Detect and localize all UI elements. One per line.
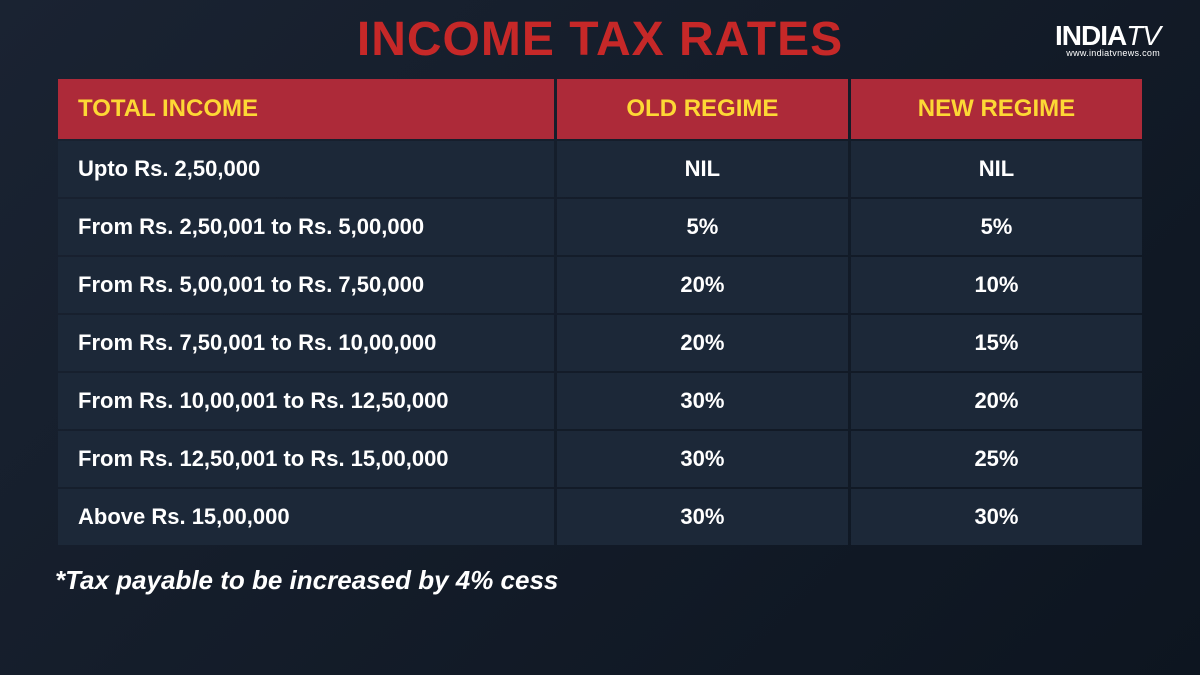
cell-new: 5% xyxy=(851,199,1142,255)
table-row: From Rs. 10,00,001 to Rs. 12,50,000 30% … xyxy=(58,373,1142,429)
cell-income: Above Rs. 15,00,000 xyxy=(58,489,554,545)
col-header-old-regime: OLD REGIME xyxy=(557,79,848,139)
cell-new: 10% xyxy=(851,257,1142,313)
cell-old: 30% xyxy=(557,489,848,545)
cell-old: 20% xyxy=(557,315,848,371)
logo-suffix: TV xyxy=(1126,20,1160,51)
brand-logo: INDIATV www.indiatvnews.com xyxy=(1055,20,1160,58)
cell-income: From Rs. 5,00,001 to Rs. 7,50,000 xyxy=(58,257,554,313)
table-row: From Rs. 7,50,001 to Rs. 10,00,000 20% 1… xyxy=(58,315,1142,371)
logo-brand: INDIA xyxy=(1055,20,1126,51)
cell-income: From Rs. 10,00,001 to Rs. 12,50,000 xyxy=(58,373,554,429)
footnote-text: *Tax payable to be increased by 4% cess xyxy=(55,565,1145,596)
table-row: From Rs. 2,50,001 to Rs. 5,00,000 5% 5% xyxy=(58,199,1142,255)
table-header-row: TOTAL INCOME OLD REGIME NEW REGIME xyxy=(58,79,1142,139)
logo-url: www.indiatvnews.com xyxy=(1055,48,1160,58)
cell-new: 20% xyxy=(851,373,1142,429)
content-container: INCOME TAX RATES TOTAL INCOME OLD REGIME… xyxy=(0,0,1200,596)
cell-new: 30% xyxy=(851,489,1142,545)
cell-income: From Rs. 7,50,001 to Rs. 10,00,000 xyxy=(58,315,554,371)
cell-income: Upto Rs. 2,50,000 xyxy=(58,141,554,197)
tax-rates-table: TOTAL INCOME OLD REGIME NEW REGIME Upto … xyxy=(55,77,1145,547)
cell-old: NIL xyxy=(557,141,848,197)
cell-income: From Rs. 12,50,001 to Rs. 15,00,000 xyxy=(58,431,554,487)
col-header-new-regime: NEW REGIME xyxy=(851,79,1142,139)
table-row: Above Rs. 15,00,000 30% 30% xyxy=(58,489,1142,545)
cell-new: 25% xyxy=(851,431,1142,487)
cell-new: NIL xyxy=(851,141,1142,197)
table-body: Upto Rs. 2,50,000 NIL NIL From Rs. 2,50,… xyxy=(58,141,1142,545)
table-row: Upto Rs. 2,50,000 NIL NIL xyxy=(58,141,1142,197)
cell-old: 30% xyxy=(557,373,848,429)
table-row: From Rs. 5,00,001 to Rs. 7,50,000 20% 10… xyxy=(58,257,1142,313)
col-header-income: TOTAL INCOME xyxy=(58,79,554,139)
cell-old: 5% xyxy=(557,199,848,255)
page-title: INCOME TAX RATES xyxy=(55,12,1145,67)
cell-new: 15% xyxy=(851,315,1142,371)
cell-income: From Rs. 2,50,001 to Rs. 5,00,000 xyxy=(58,199,554,255)
cell-old: 30% xyxy=(557,431,848,487)
cell-old: 20% xyxy=(557,257,848,313)
table-row: From Rs. 12,50,001 to Rs. 15,00,000 30% … xyxy=(58,431,1142,487)
